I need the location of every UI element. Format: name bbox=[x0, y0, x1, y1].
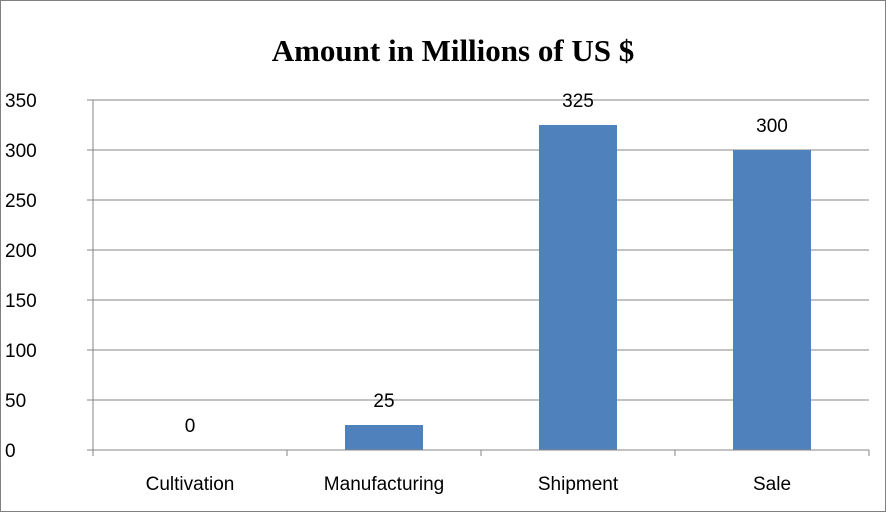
y-tick-label: 50 bbox=[5, 391, 26, 412]
x-tick-label: Sale bbox=[753, 474, 791, 495]
y-tick-label: 300 bbox=[5, 141, 37, 162]
data-label: 0 bbox=[185, 416, 196, 437]
x-tick-label: Cultivation bbox=[146, 474, 235, 495]
bars bbox=[345, 125, 811, 450]
y-tick-label: 250 bbox=[5, 191, 37, 212]
data-label: 25 bbox=[373, 391, 394, 412]
chart-title: Amount in Millions of US $ bbox=[272, 33, 635, 68]
y-tick-label: 200 bbox=[5, 241, 37, 262]
axes bbox=[87, 99, 870, 456]
x-tick-label: Manufacturing bbox=[324, 474, 444, 495]
y-tick-label: 0 bbox=[5, 441, 16, 462]
bar bbox=[345, 425, 423, 450]
bar bbox=[733, 150, 811, 450]
y-tick-label: 100 bbox=[5, 341, 37, 362]
data-label: 325 bbox=[562, 91, 594, 112]
data-label: 300 bbox=[756, 116, 788, 137]
gridlines bbox=[93, 99, 869, 401]
bar bbox=[539, 125, 617, 450]
x-tick-label: Shipment bbox=[538, 474, 619, 495]
y-tick-label: 350 bbox=[5, 91, 37, 112]
y-tick-label: 150 bbox=[5, 291, 37, 312]
